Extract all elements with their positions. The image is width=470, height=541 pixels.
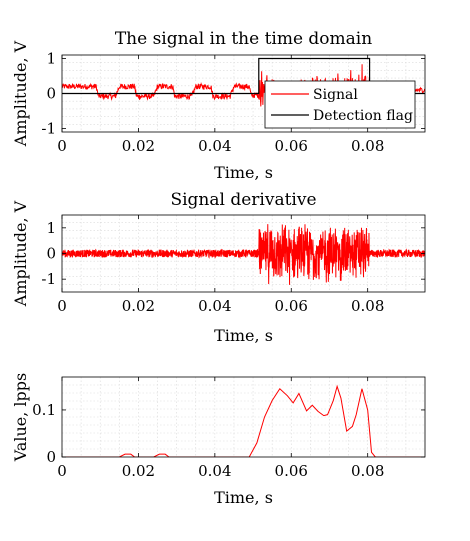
y-tick-label: 1 [46,219,56,237]
legend: Signal Detection flag [264,80,416,129]
y-axis-label: Amplitude, V [11,200,30,307]
x-tick-label: 0.02 [122,297,155,315]
chart-title: Signal derivative [170,190,316,210]
x-tick-label: 0.08 [351,462,384,480]
x-tick-label: 0.06 [275,137,308,155]
traces [62,224,425,285]
x-tick-label: 0 [57,297,67,315]
x-tick-label: 0.04 [198,462,231,480]
legend-entry: Detection flag [313,108,413,124]
x-axis-label: Time, s [214,488,273,507]
x-tick-label: 0.02 [122,462,155,480]
chart-title: The signal in the time domain [115,29,372,49]
x-tick-label: 0.06 [275,297,308,315]
legend-entry: Signal [313,87,358,103]
grid [62,377,425,457]
x-tick-label: 0.04 [198,137,231,155]
y-axis-label: Amplitude, V [11,40,30,147]
x-tick-label: 0 [57,462,67,480]
axes-frame [61,376,426,458]
y-tick-label: -1 [41,270,56,288]
y-tick-label: 0 [46,85,56,103]
y-tick-label: 1 [46,50,56,68]
y-axis-label: Value, lpps [11,373,30,463]
x-tick-label: 0 [57,137,67,155]
y-tick-label: 0 [46,448,56,466]
legend-box [264,80,416,129]
y-tick-label: 0.1 [32,401,56,419]
traces [62,384,425,457]
x-tick-label: 0.08 [351,297,384,315]
x-tick-label: 0.02 [122,137,155,155]
x-tick-label: 0.06 [275,462,308,480]
y-tick-label: 0 [46,245,56,263]
x-axis-label: Time, s [214,326,273,345]
series-line-0 [62,384,425,457]
series-line-0 [62,224,425,285]
y-tick-label: -1 [41,120,56,138]
x-tick-label: 0.04 [198,297,231,315]
x-tick-label: 0.08 [351,137,384,155]
x-axis-label: Time, s [214,163,273,182]
value-panel: 0 0.02 0.04 0.06 0.08 0 0.1 Time, s Value, lpps [11,373,426,507]
